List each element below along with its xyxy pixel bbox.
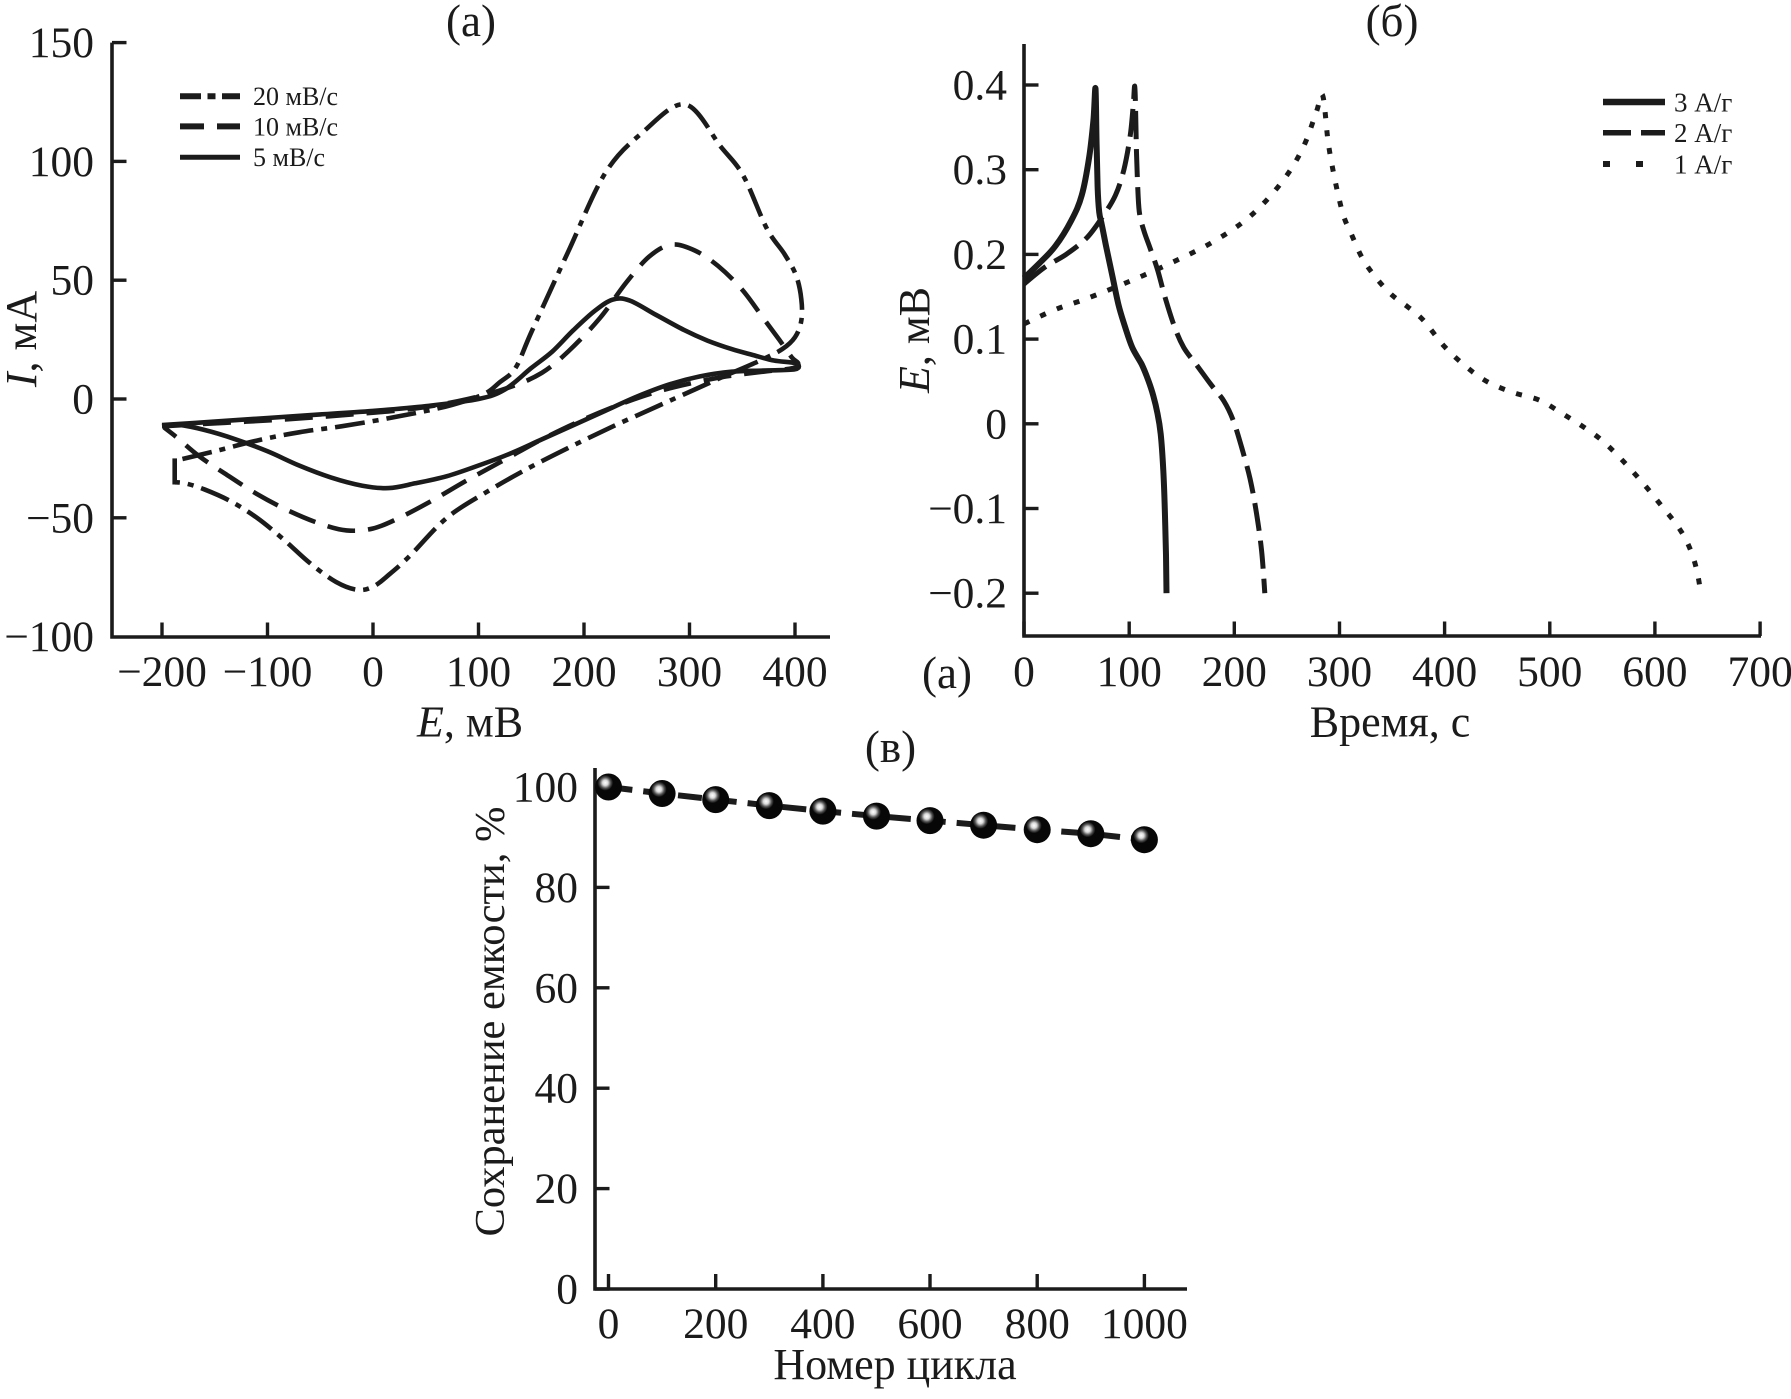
- svg-text:60: 60: [535, 964, 579, 1012]
- svg-text:I, мА: I, мА: [0, 291, 46, 389]
- svg-text:0.3: 0.3: [953, 146, 1007, 194]
- svg-text:−0.2: −0.2: [928, 570, 1007, 618]
- svg-text:(а): (а): [446, 0, 496, 46]
- svg-text:0.4: 0.4: [953, 62, 1008, 110]
- svg-text:400: 400: [762, 648, 827, 696]
- svg-text:1000: 1000: [1101, 1300, 1188, 1348]
- svg-text:2 А/г: 2 А/г: [1674, 118, 1732, 148]
- svg-text:200: 200: [683, 1300, 748, 1348]
- svg-text:−200: −200: [117, 648, 207, 696]
- svg-text:700: 700: [1727, 648, 1791, 696]
- svg-text:100: 100: [513, 764, 578, 812]
- svg-text:600: 600: [897, 1300, 962, 1348]
- svg-text:0: 0: [598, 1300, 620, 1348]
- svg-text:300: 300: [657, 648, 722, 696]
- svg-text:100: 100: [29, 138, 94, 186]
- svg-text:Время, с: Время, с: [1310, 698, 1471, 747]
- svg-text:0.1: 0.1: [953, 316, 1007, 364]
- svg-text:3 А/г: 3 А/г: [1674, 87, 1732, 117]
- svg-text:0: 0: [362, 648, 384, 696]
- svg-text:(б): (б): [1366, 0, 1419, 46]
- svg-text:10 мВ/с: 10 мВ/с: [253, 112, 338, 141]
- svg-text:50: 50: [51, 257, 95, 305]
- svg-text:0: 0: [556, 1266, 578, 1314]
- svg-text:500: 500: [1517, 648, 1582, 696]
- svg-text:0: 0: [1013, 648, 1035, 696]
- svg-text:40: 40: [535, 1065, 579, 1113]
- svg-text:300: 300: [1307, 648, 1372, 696]
- svg-text:600: 600: [1622, 648, 1687, 696]
- svg-text:150: 150: [29, 19, 94, 67]
- svg-text:5 мВ/с: 5 мВ/с: [253, 143, 325, 172]
- svg-text:−0.1: −0.1: [928, 485, 1007, 533]
- svg-text:E, мВ: E, мВ: [416, 698, 523, 747]
- svg-text:1 А/г: 1 А/г: [1674, 149, 1732, 179]
- svg-text:0.2: 0.2: [953, 231, 1007, 279]
- svg-text:100: 100: [446, 648, 511, 696]
- svg-text:Сохранение емкости, %: Сохранение емкости, %: [467, 807, 514, 1237]
- svg-text:200: 200: [1202, 648, 1267, 696]
- svg-text:Номер цикла: Номер цикла: [773, 1340, 1016, 1389]
- svg-text:800: 800: [1005, 1300, 1070, 1348]
- svg-text:0: 0: [985, 400, 1007, 448]
- svg-text:E, мВ: E, мВ: [890, 287, 939, 394]
- svg-text:20: 20: [535, 1165, 579, 1213]
- svg-text:(в): (в): [865, 722, 916, 772]
- svg-text:−50: −50: [26, 494, 94, 542]
- svg-text:−100: −100: [223, 648, 313, 696]
- svg-text:20 мВ/с: 20 мВ/с: [253, 82, 338, 111]
- svg-text:200: 200: [551, 648, 616, 696]
- svg-text:100: 100: [1097, 648, 1162, 696]
- svg-text:400: 400: [1412, 648, 1477, 696]
- svg-text:0: 0: [72, 376, 94, 424]
- svg-text:400: 400: [790, 1300, 855, 1348]
- svg-text:(а): (а): [922, 648, 972, 698]
- svg-text:−100: −100: [4, 613, 94, 661]
- svg-text:80: 80: [535, 864, 579, 912]
